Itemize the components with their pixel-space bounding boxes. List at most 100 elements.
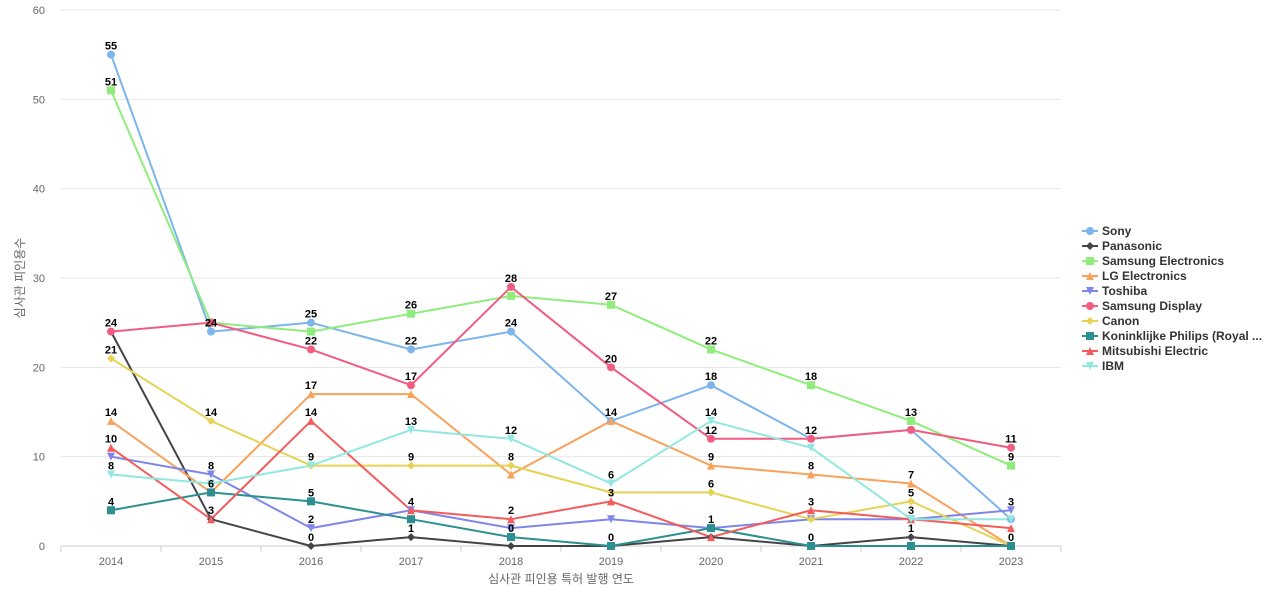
data-label: 9 — [1008, 452, 1014, 464]
data-point — [907, 533, 915, 542]
y-tick-label: 50 — [33, 94, 45, 106]
data-label: 8 — [808, 461, 814, 473]
y-tick-label: 20 — [33, 362, 45, 374]
data-point — [507, 461, 515, 470]
legend-label: LG Electronics — [1102, 269, 1187, 283]
data-label: 0 — [308, 532, 314, 544]
x-tick-label: 2017 — [399, 556, 423, 568]
legend-marker — [1086, 227, 1094, 235]
data-label: 20 — [605, 353, 617, 365]
legend-item: Samsung Electronics — [1082, 254, 1224, 268]
data-point — [307, 390, 315, 399]
data-label: 22 — [705, 335, 717, 347]
x-axis-ticks: 2014 2015 2016 2017 2018 2019 2020 2021 2022 2023 — [60, 546, 1062, 568]
data-point — [107, 443, 115, 452]
data-point — [707, 488, 715, 497]
y-tick-label: 10 — [33, 452, 45, 464]
data-label: 14 — [305, 407, 318, 419]
legend-label: Sony — [1102, 224, 1132, 238]
data-point — [507, 327, 515, 336]
data-label: 2 — [508, 505, 514, 517]
data-point — [107, 416, 115, 425]
legend-marker — [1086, 272, 1094, 280]
data-label: 18 — [705, 371, 717, 383]
legend-marker — [1086, 347, 1094, 355]
data-point — [807, 434, 815, 443]
series-line — [110, 285, 1012, 449]
data-label: 8 — [508, 452, 514, 464]
legend-label: IBM — [1102, 359, 1124, 373]
data-label: 5 — [908, 487, 914, 499]
data-point — [707, 461, 715, 470]
data-point — [807, 506, 815, 515]
data-point — [807, 381, 815, 390]
data-label: 4 — [408, 496, 415, 508]
series-line — [110, 455, 1012, 530]
data-label: 5 — [308, 487, 314, 499]
data-label: 14 — [605, 407, 618, 419]
legend-item: Samsung Display — [1082, 299, 1202, 313]
data-label: 21 — [105, 344, 117, 356]
x-axis-title: 심사관 피인용 특허 발행 연도 — [488, 571, 634, 586]
legend-marker — [1086, 362, 1094, 370]
data-label: 51 — [105, 76, 117, 88]
legend-marker — [1086, 257, 1094, 265]
data-point — [407, 515, 415, 524]
data-label: 9 — [708, 452, 714, 464]
data-label: 3 — [1008, 496, 1014, 508]
data-point — [807, 542, 815, 550]
legend-item: Sony — [1082, 224, 1132, 238]
data-label: 0 — [608, 532, 614, 544]
data-label: 27 — [605, 291, 617, 303]
x-tick-label: 2016 — [299, 556, 323, 568]
data-label: 24 — [205, 318, 218, 330]
legend-marker — [1086, 287, 1094, 295]
data-label: 12 — [805, 425, 817, 437]
data-label: 2 — [308, 514, 314, 526]
data-label: 14 — [205, 407, 218, 419]
data-point — [507, 434, 515, 443]
legend-item: Mitsubishi Electric — [1082, 344, 1208, 358]
data-point — [707, 416, 715, 425]
data-label: 14 — [105, 407, 118, 419]
data-point — [1007, 524, 1015, 533]
data-point — [307, 542, 315, 550]
x-tick-label: 2014 — [99, 556, 123, 568]
series-line — [110, 491, 1012, 547]
data-point — [407, 381, 415, 390]
data-point — [307, 416, 315, 425]
data-point — [407, 425, 415, 434]
data-label: 24 — [105, 318, 118, 330]
legend-label: Koninklijke Philips (Royal ... — [1102, 329, 1262, 343]
data-point — [507, 470, 515, 479]
data-label: 13 — [905, 407, 917, 419]
data-point — [307, 524, 315, 533]
legend-item: Koninklijke Philips (Royal ... — [1082, 329, 1262, 343]
data-label: 7 — [908, 469, 914, 481]
series-line — [110, 53, 1012, 521]
legend-label: Toshiba — [1102, 284, 1147, 298]
data-point — [707, 345, 715, 354]
data-point — [207, 416, 215, 425]
legend-marker — [1086, 302, 1094, 310]
x-tick-label: 2015 — [199, 556, 223, 568]
series-lines — [110, 53, 1012, 547]
legend-label: Panasonic — [1102, 239, 1162, 253]
data-point — [207, 327, 215, 336]
data-point — [607, 497, 615, 506]
y-axis-ticks: 0 10 20 30 40 50 60 — [33, 5, 45, 553]
data-point — [107, 452, 115, 461]
data-point — [607, 300, 615, 309]
data-label: 9 — [408, 452, 414, 464]
data-point — [907, 479, 915, 488]
data-label: 0 — [808, 532, 814, 544]
legend-marker — [1086, 242, 1094, 250]
legend-label: Mitsubishi Electric — [1102, 344, 1208, 358]
data-point — [907, 497, 915, 506]
data-point — [607, 416, 615, 425]
grid-lines — [61, 9, 1061, 547]
data-point — [907, 542, 915, 550]
data-label: 6 — [708, 478, 714, 490]
